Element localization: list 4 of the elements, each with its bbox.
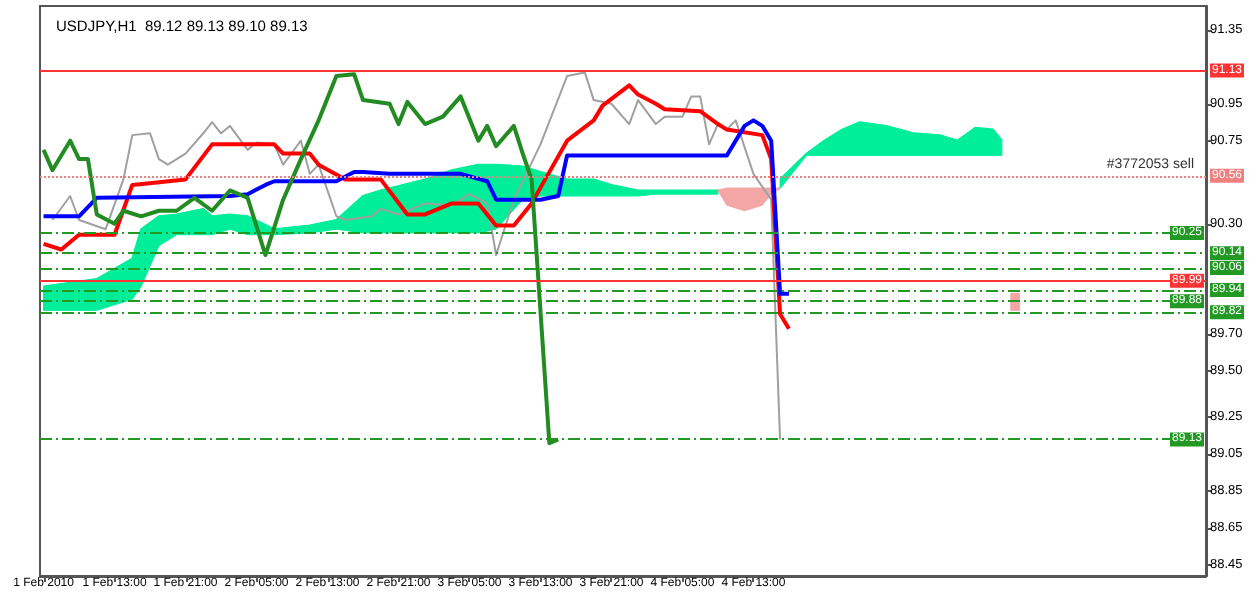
line-series [51,71,782,441]
line-series [41,118,791,296]
line-series [41,72,561,446]
line-series [41,83,791,331]
